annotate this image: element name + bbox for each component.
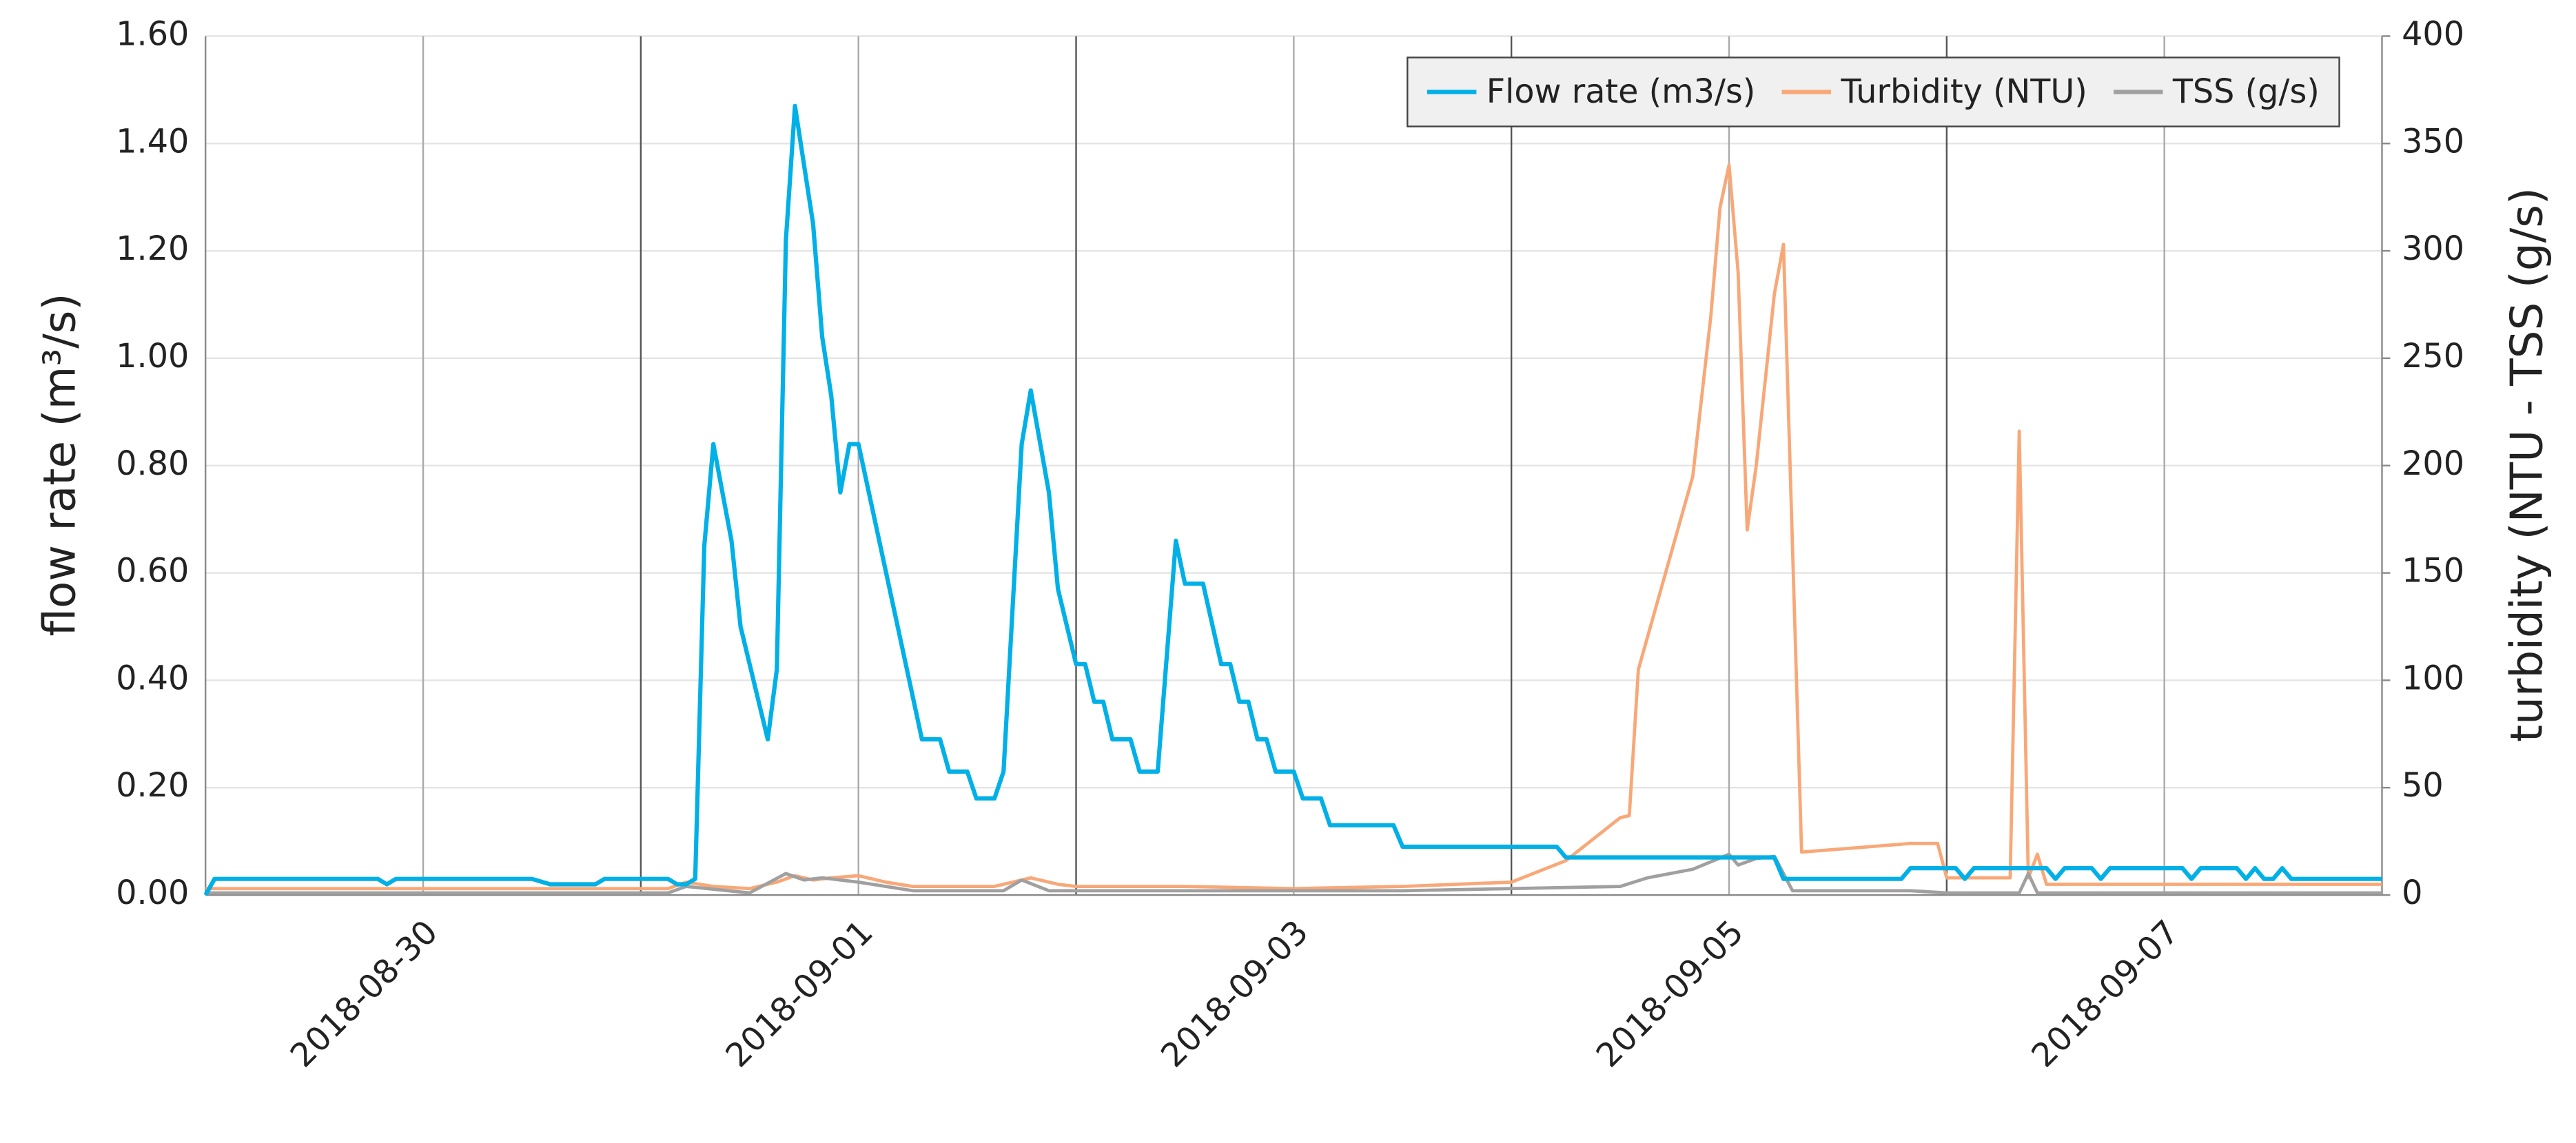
x-tick-label: 2018-09-01	[719, 914, 881, 1075]
y-tick-label: 0.20	[116, 767, 189, 805]
y2-tick-label: 350	[2402, 123, 2464, 161]
series-line	[205, 852, 2382, 895]
x-tick-label: 2018-09-03	[1154, 914, 1316, 1075]
x-tick-label: 2018-09-05	[1589, 914, 1751, 1075]
y-axis-label: flow rate (m³/s)	[34, 294, 85, 637]
y-tick-label: 1.20	[116, 230, 189, 268]
y-tick-label: 0.80	[116, 445, 189, 483]
y2-tick-label: 50	[2402, 767, 2444, 805]
y2-tick-label: 300	[2402, 230, 2464, 268]
y2-tick-label: 250	[2402, 338, 2464, 375]
y2-tick-label: 150	[2402, 553, 2464, 590]
legend: Flow rate (m3/s) Turbidity (NTU) TSS (g/s)	[1407, 56, 2340, 127]
legend-label: Turbidity (NTU)	[1840, 73, 2087, 111]
y-tick-label: 0.40	[116, 659, 189, 697]
y-tick-label: 0.00	[116, 874, 189, 912]
series-line	[203, 103, 2382, 896]
legend-label: TSS (g/s)	[2172, 73, 2320, 111]
y2-tick-label: 200	[2402, 445, 2464, 483]
x-tick-label: 2018-08-30	[283, 914, 445, 1075]
y2-tick-label: 100	[2402, 659, 2464, 697]
y2-tick-label: 400	[2402, 15, 2464, 53]
y2-tick-label: 0	[2402, 874, 2422, 912]
legend-label: Flow rate (m3/s)	[1486, 73, 1756, 111]
y-tick-label: 0.60	[116, 553, 189, 590]
y-tick-label: 1.60	[116, 15, 189, 53]
legend-box	[1407, 56, 2340, 127]
y2-axis-label: turbidity (NTU - TSS (g/s)	[2502, 187, 2553, 742]
y-tick-label: 1.00	[116, 338, 189, 375]
x-tick-label: 2018-09-07	[2025, 914, 2187, 1075]
y-tick-label: 1.40	[116, 123, 189, 161]
